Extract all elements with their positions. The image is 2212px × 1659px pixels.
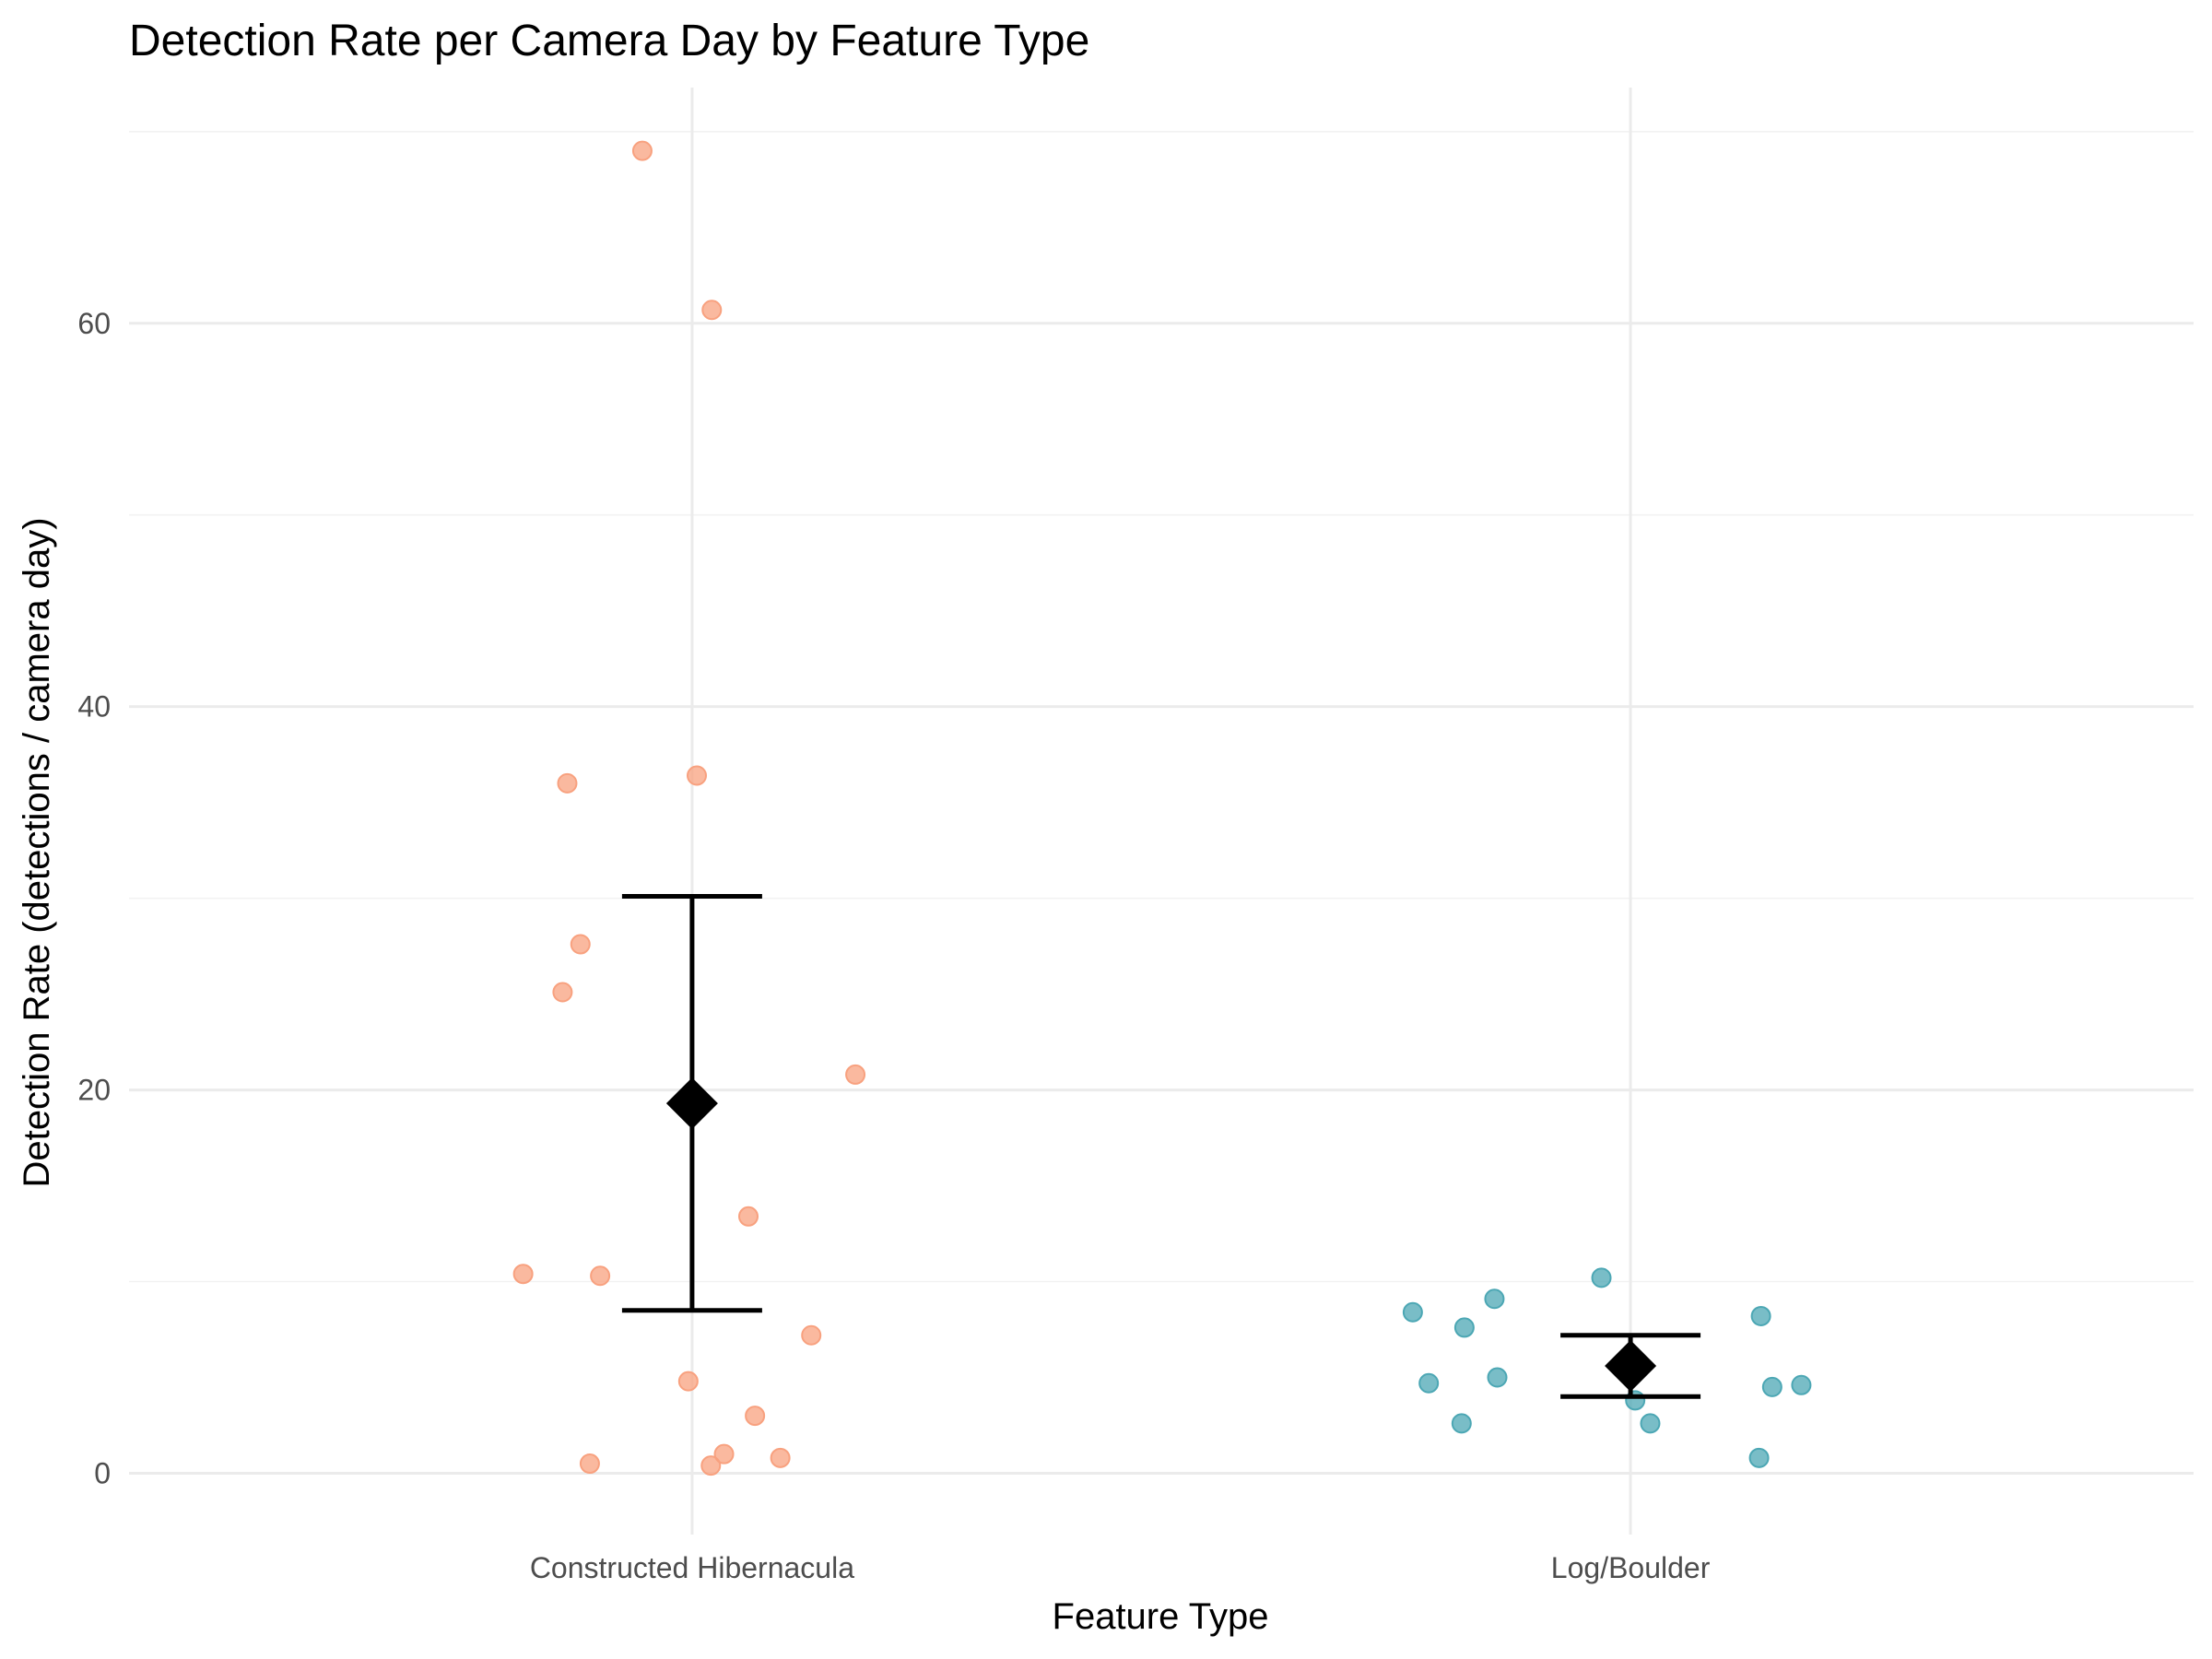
data-point xyxy=(552,982,573,1003)
data-point xyxy=(1750,1305,1771,1326)
data-point xyxy=(1591,1267,1612,1288)
chart-title: Detection Rate per Camera Day by Feature… xyxy=(129,17,1089,65)
data-point xyxy=(845,1064,866,1085)
data-point xyxy=(745,1406,766,1427)
data-point xyxy=(579,1453,600,1475)
y-tick-label: 20 xyxy=(77,1074,111,1107)
data-points xyxy=(512,140,1812,1477)
data-point xyxy=(570,934,591,955)
data-point xyxy=(1418,1372,1440,1394)
data-point xyxy=(700,1455,722,1477)
mean-marker xyxy=(1605,1340,1657,1393)
data-point xyxy=(1451,1413,1472,1434)
data-point xyxy=(512,1264,534,1285)
data-point xyxy=(1484,1288,1505,1310)
data-point xyxy=(590,1265,611,1287)
data-point xyxy=(631,140,653,161)
x-tick-label: Log/Boulder xyxy=(1551,1551,1711,1584)
data-point xyxy=(1453,1317,1475,1338)
data-point xyxy=(713,1443,735,1465)
data-point xyxy=(801,1324,822,1346)
mean-ci-summary xyxy=(621,894,1701,1399)
y-tick-label: 60 xyxy=(77,307,111,340)
data-point xyxy=(770,1447,791,1468)
data-point xyxy=(1640,1413,1661,1434)
y-axis-ticks: 0 20 40 60 xyxy=(77,307,111,1490)
data-point xyxy=(701,300,723,321)
y-axis-title: Detection Rate (detections / camera day) xyxy=(17,517,57,1187)
data-point xyxy=(687,765,707,786)
data-point xyxy=(738,1206,759,1227)
data-point xyxy=(677,1371,699,1392)
data-point xyxy=(1487,1367,1508,1388)
x-tick-label: Constructed Hibernacula xyxy=(530,1551,854,1584)
data-point xyxy=(1761,1376,1783,1397)
x-axis-title: Feature Type xyxy=(1053,1596,1269,1637)
y-tick-label: 0 xyxy=(94,1456,111,1489)
x-axis-ticks: Constructed Hibernacula Log/Boulder xyxy=(530,1551,1711,1584)
data-point xyxy=(557,772,578,794)
data-point xyxy=(1791,1374,1812,1395)
y-tick-label: 40 xyxy=(77,690,111,724)
mean-marker xyxy=(665,1077,718,1130)
grid-lines xyxy=(129,88,2194,1535)
data-point xyxy=(1748,1447,1770,1468)
data-point xyxy=(1402,1301,1423,1323)
